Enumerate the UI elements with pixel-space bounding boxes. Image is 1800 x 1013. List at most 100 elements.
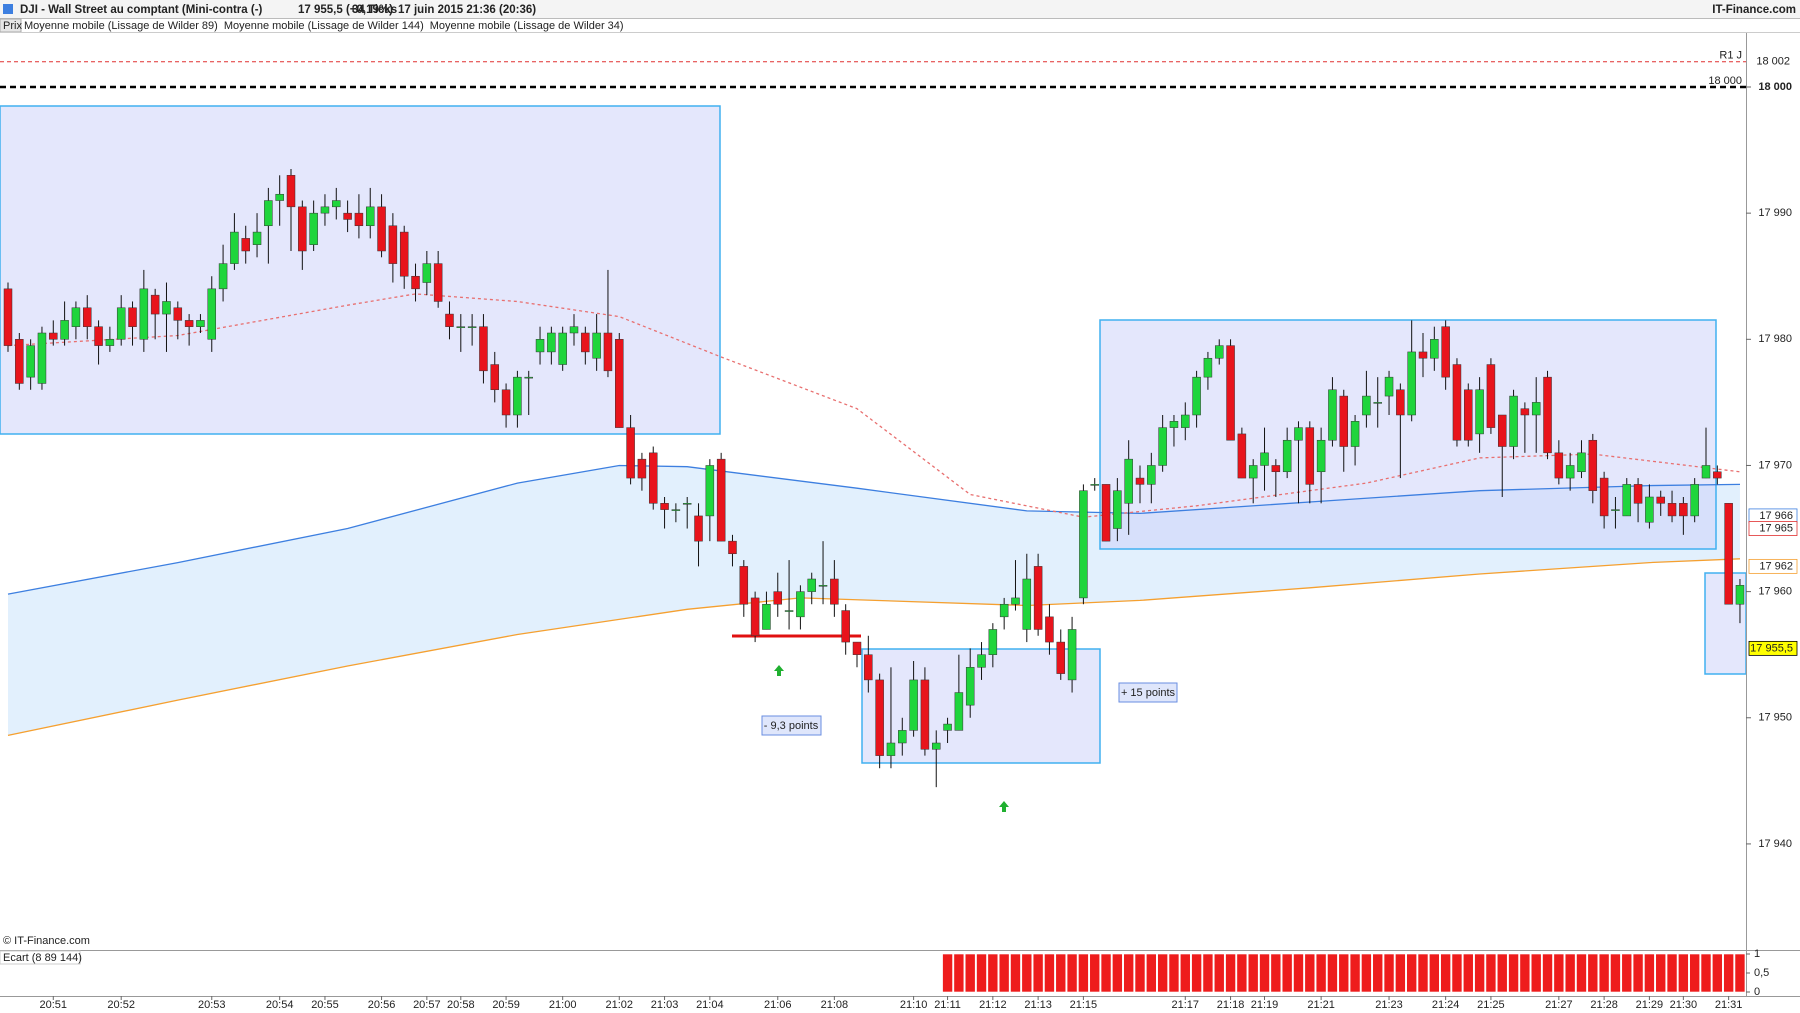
- indicator-bar: [1712, 953, 1723, 993]
- indicator-bar: [998, 953, 1010, 993]
- x-tick-label: 21:18: [1217, 999, 1245, 1011]
- candle-body: [60, 320, 69, 340]
- candle-body: [94, 326, 103, 346]
- candle-body: [1260, 452, 1269, 466]
- candle-body: [1690, 484, 1699, 517]
- range-box: [0, 105, 721, 435]
- x-tick-label: 21:19: [1251, 999, 1279, 1011]
- candle-body: [354, 212, 364, 227]
- candle-body: [1430, 339, 1439, 359]
- candle-body: [569, 326, 579, 334]
- candle-body: [162, 301, 171, 315]
- candle-body: [1362, 395, 1371, 416]
- price-tag: 17 955,5: [1750, 642, 1793, 654]
- indicator-label-box: [0, 950, 81, 965]
- candle-body: [456, 326, 466, 328]
- candle-body: [796, 591, 805, 618]
- price-tag: 17 966: [1759, 510, 1793, 522]
- x-tick-label: 20:57: [413, 999, 441, 1011]
- annotation: + 15 points: [1121, 687, 1176, 699]
- header-bar: [0, 0, 1800, 18]
- indicator-bar: [1213, 953, 1225, 993]
- candle-body: [1645, 496, 1654, 523]
- candle-body: [1418, 351, 1428, 359]
- indicator-bar: [987, 953, 999, 993]
- quote: 17 955,5 (+0,19%): [298, 4, 393, 16]
- indicator-bar: [1632, 953, 1644, 993]
- indicator-bar: [1247, 953, 1259, 993]
- candle-body: [264, 200, 273, 227]
- x-tick-label: 21:00: [549, 999, 577, 1011]
- indicator-tick-label: 0: [1754, 986, 1760, 998]
- indicator-bar: [1542, 953, 1553, 993]
- indicator-bar: [1440, 953, 1451, 993]
- price-tag-box: [1748, 640, 1798, 656]
- candle-body: [150, 294, 160, 315]
- candle-body: [886, 742, 896, 756]
- candle-body: [999, 603, 1009, 618]
- date: 17 juin 2015 21:36 (20:36): [398, 4, 536, 16]
- indicator-bar: [1259, 953, 1270, 993]
- candle-body: [1033, 566, 1043, 630]
- candle-body: [898, 730, 907, 744]
- candle-body: [309, 212, 318, 245]
- y-tick-label: 17 960: [1758, 586, 1792, 598]
- candle-body: [230, 231, 239, 264]
- candle-body: [818, 585, 828, 587]
- candle-body: [1328, 389, 1337, 441]
- candle-body: [1350, 421, 1360, 447]
- indicator-bar: [1621, 953, 1633, 993]
- indicator-bar: [1678, 953, 1689, 993]
- chart-title: DJI - Wall Street au comptant (Mini-cont…: [20, 4, 263, 16]
- indicator-bar: [1553, 953, 1565, 993]
- x-tick-label: 21:30: [1670, 999, 1698, 1011]
- candle-body: [298, 206, 307, 252]
- candle-body: [965, 667, 975, 706]
- indicator-bar: [953, 953, 965, 993]
- candle-body: [82, 307, 92, 327]
- candle-body: [988, 629, 998, 655]
- candle-body: [184, 320, 194, 327]
- candle-body: [773, 591, 783, 605]
- candle-body: [467, 326, 477, 328]
- candle-body: [1656, 496, 1665, 504]
- candle-body: [1724, 503, 1733, 605]
- candle-body: [1509, 395, 1518, 447]
- candle-body: [1305, 427, 1315, 485]
- indicator-bar: [1315, 953, 1327, 993]
- candle-body: [116, 307, 126, 340]
- candle-body: [218, 263, 228, 290]
- x-tick-label: 21:04: [696, 999, 724, 1011]
- indicator-bar: [1700, 953, 1712, 993]
- x-tick-label: 21:13: [1024, 999, 1052, 1011]
- indicator-bar: [1191, 953, 1202, 993]
- candle-body: [954, 692, 964, 731]
- indicator-label: Ecart (8 89 144): [3, 952, 82, 964]
- candle-body: [1339, 395, 1349, 447]
- x-tick-label: 20:59: [492, 999, 520, 1011]
- candle-body: [977, 654, 986, 668]
- candle-body: [1079, 490, 1088, 599]
- indicator-bar: [1078, 953, 1089, 993]
- candle-body: [728, 540, 737, 555]
- candle-body: [1214, 345, 1224, 359]
- indicator-bar: [1032, 953, 1044, 993]
- header-icon: [3, 4, 13, 14]
- candle-body: [1565, 465, 1575, 479]
- candle-body: [332, 200, 341, 208]
- x-tick-label: 21:25: [1477, 999, 1505, 1011]
- candle-body: [1701, 465, 1711, 479]
- candle-body: [784, 610, 794, 612]
- candle-body: [411, 275, 420, 290]
- candle-body: [558, 332, 567, 365]
- level-label: 18 000: [1708, 75, 1742, 87]
- candle-body: [592, 332, 601, 359]
- candle-body: [1248, 465, 1258, 479]
- y-tick-label: 17 990: [1758, 207, 1792, 219]
- x-tick-label: 20:56: [368, 999, 396, 1011]
- y-tick-label: 17 950: [1758, 712, 1792, 724]
- candle-body: [615, 339, 624, 428]
- candle-body: [1622, 484, 1632, 517]
- indicator-bar: [1576, 953, 1587, 993]
- indicator-bar: [1734, 953, 1746, 993]
